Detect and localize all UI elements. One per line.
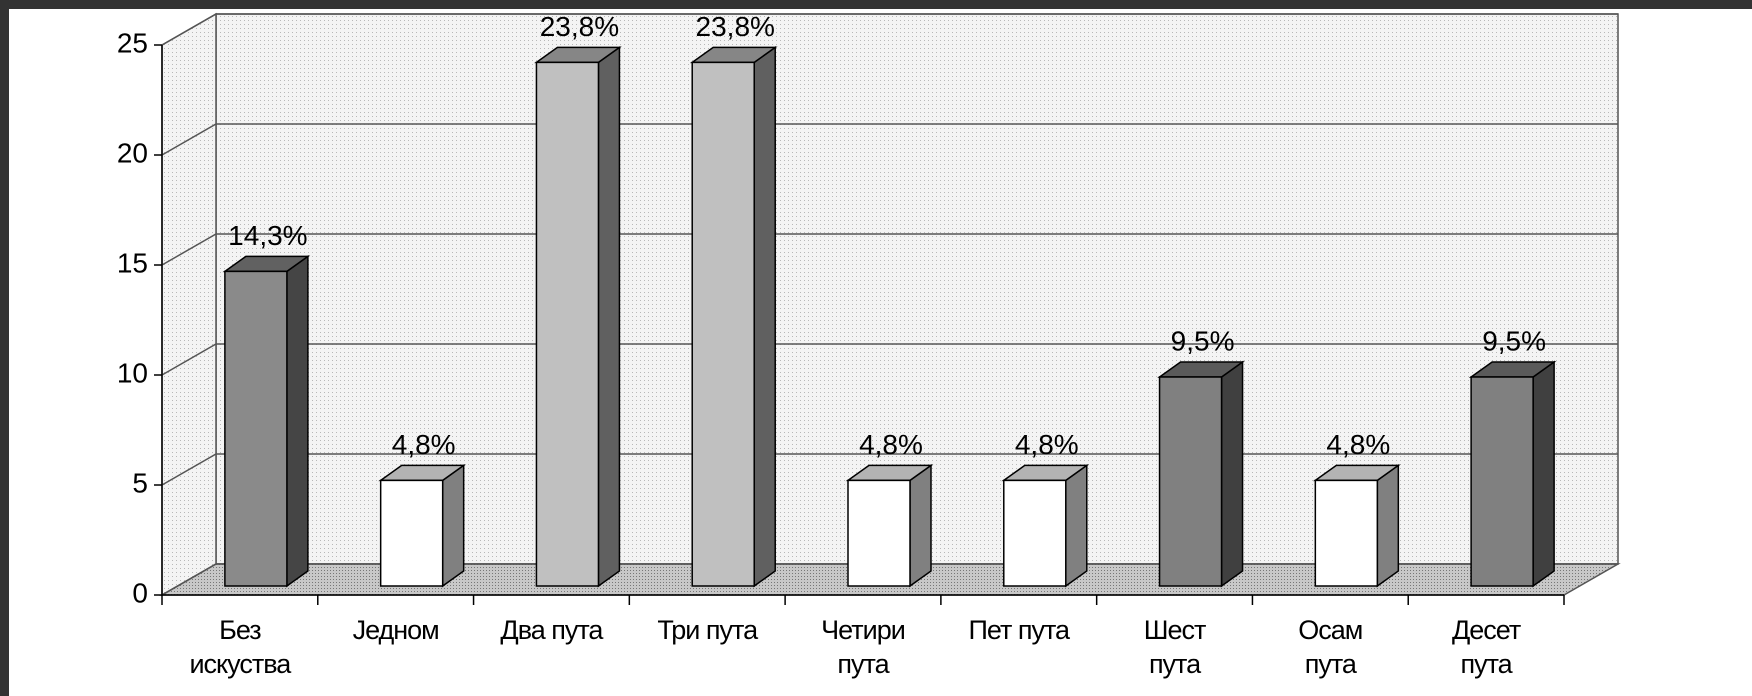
value-label: 9,5% [1482,325,1546,356]
value-label: 9,5% [1171,325,1235,356]
bar-side [753,45,776,588]
bar-side [1532,360,1555,588]
value-label: 23,8% [540,11,619,42]
bar [379,479,444,587]
y-tick-label: 0 [132,577,148,608]
bar [1158,376,1223,587]
bar [1470,376,1534,587]
value-label: 14,3% [228,220,307,251]
grid-line [161,453,1618,486]
bar-side [1376,463,1400,588]
x-tick-label: Без искуства [189,615,291,679]
x-tick-label: Једном [352,615,440,645]
bar-side [441,463,465,588]
grid-line [161,13,1618,46]
x-tick-label: Шест пута [1143,615,1207,679]
value-label: 4,8% [1326,429,1390,460]
side-wall [161,12,217,597]
value-label: 4,8% [859,429,923,460]
bar [1003,479,1067,587]
grid-line [161,233,1618,266]
bar-side [1065,463,1088,588]
grid-line [161,563,1618,596]
value-label: 4,8% [392,429,456,460]
bar [691,61,755,587]
y-tick-label: 20 [117,137,148,168]
x-tick-label: Пет пута [968,615,1070,645]
bar [535,61,600,587]
x-tick-label: Осам пута [1298,615,1363,679]
y-tick-label: 10 [117,357,148,388]
bar [1314,479,1379,587]
bar-side [286,254,309,588]
value-label: 4,8% [1015,429,1079,460]
grid-line [161,123,1618,156]
x-tick-label: Четири пута [821,615,906,679]
bar [847,479,911,587]
x-tick-label: Два пута [500,615,603,645]
x-tick-label: Десет пута [1451,615,1521,679]
bar-side [909,463,932,588]
bar-side [1220,360,1244,588]
y-tick-label: 25 [117,27,148,58]
bar [224,270,288,587]
value-label: 23,8% [696,11,775,42]
x-tick-label: Три пута [657,615,758,645]
y-tick-label: 15 [117,247,148,278]
grid-line [161,343,1618,376]
bar-side [597,45,621,588]
y-tick-label: 5 [132,467,148,498]
